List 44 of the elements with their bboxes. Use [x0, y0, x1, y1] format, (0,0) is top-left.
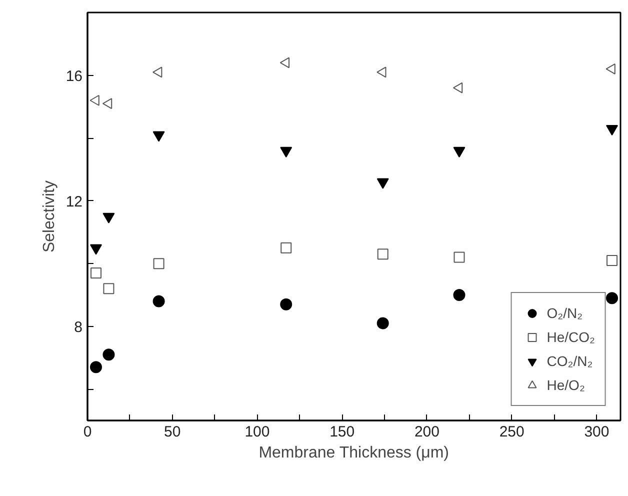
y-axis-title: Selectivity	[40, 180, 58, 253]
legend-label: O₂/N₂	[546, 305, 583, 321]
x-tick-label: 150	[330, 424, 355, 440]
point	[90, 94, 100, 106]
point	[280, 242, 292, 254]
point	[103, 283, 114, 294]
point	[153, 258, 164, 270]
point	[152, 295, 165, 308]
point	[152, 131, 165, 142]
point	[454, 252, 465, 263]
point	[606, 124, 618, 136]
point	[280, 146, 292, 158]
y-tick-label: 16	[66, 68, 83, 85]
point	[152, 66, 162, 78]
point	[280, 298, 292, 310]
point	[376, 178, 389, 189]
point	[102, 212, 115, 224]
y-tick-label: 8	[74, 318, 82, 336]
x-axis-title: Membrane Thickness (μm)	[258, 444, 450, 462]
legend-label: CO₂/N₂	[546, 353, 593, 369]
x-tick-label: 50	[164, 424, 181, 440]
point	[453, 288, 466, 301]
point	[90, 361, 102, 374]
point	[102, 348, 115, 361]
point	[376, 317, 389, 330]
point	[90, 244, 102, 255]
y-tick-label: 12	[66, 193, 83, 210]
point	[280, 57, 290, 68]
point	[606, 292, 618, 304]
point	[376, 66, 386, 78]
point	[606, 63, 616, 74]
x-tick-label: 0	[83, 424, 92, 440]
point	[606, 254, 618, 266]
x-tick-label: 250	[499, 424, 524, 440]
x-tick-label: 200	[414, 424, 440, 440]
legend-label: He/CO₂	[546, 329, 595, 345]
point	[102, 98, 112, 110]
point	[90, 267, 102, 278]
point	[452, 82, 463, 94]
point	[453, 146, 466, 158]
x-tick-label: 100	[244, 424, 270, 440]
legend-label: He/O₂	[546, 377, 585, 393]
point	[377, 248, 388, 260]
x-tick-label: 300	[584, 424, 610, 440]
